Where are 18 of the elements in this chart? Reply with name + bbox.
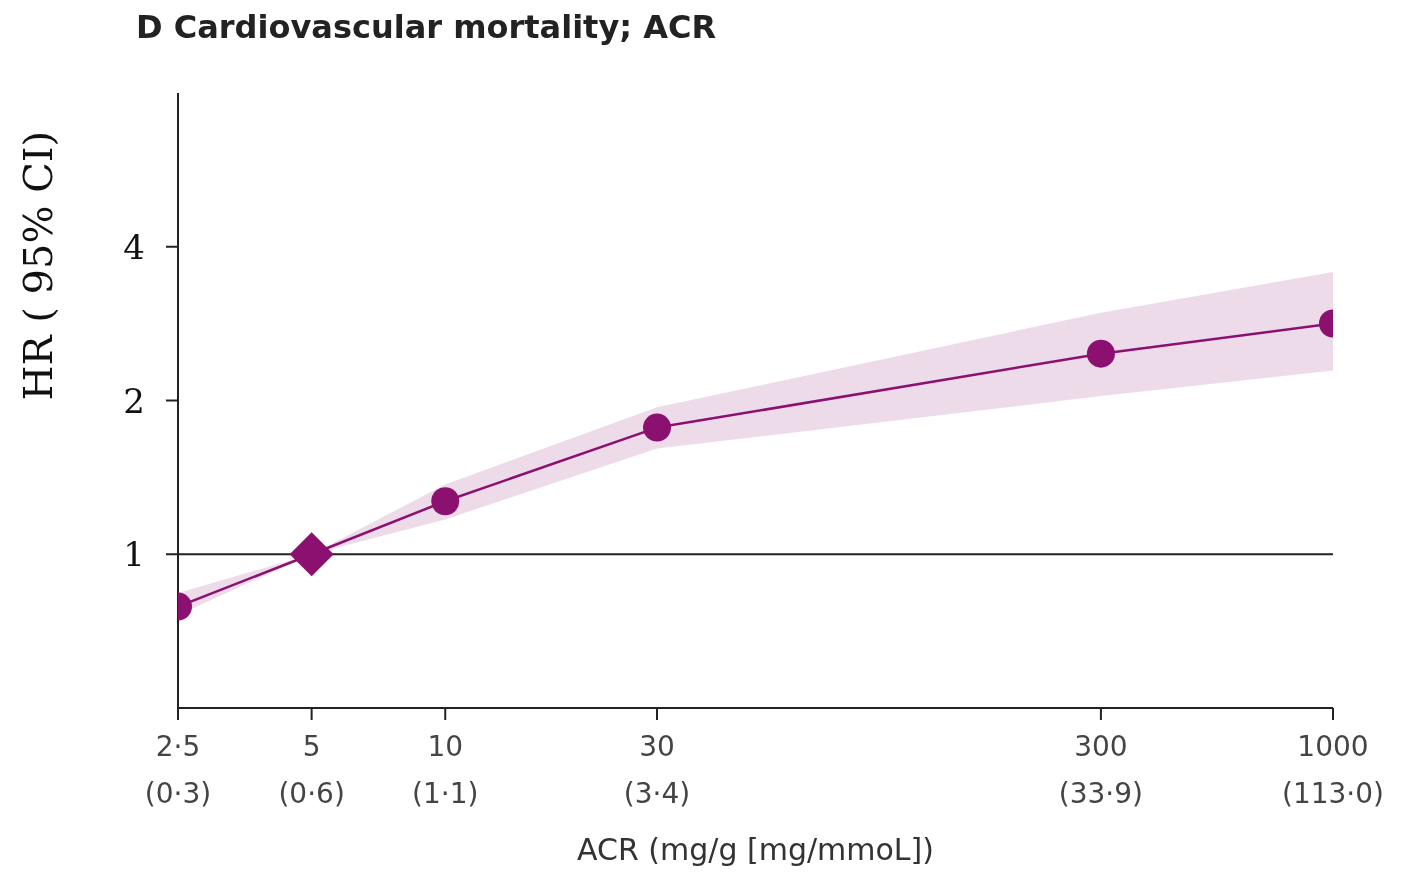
chart-title: D Cardiovascular mortality; ACR	[136, 8, 718, 48]
text: (113·0)	[1281, 777, 1385, 810]
text: (1·1)	[412, 777, 479, 810]
y-axis-title: HR ( 95% CI)	[15, 130, 62, 401]
x-tick-label: 5	[302, 730, 321, 763]
x-tick-label: 300	[1074, 730, 1128, 763]
y-tick-label: 1	[123, 534, 145, 575]
y-tick-label: 2	[123, 380, 145, 421]
y-tick-label: 4	[123, 226, 145, 267]
text: (0·6)	[278, 777, 345, 810]
x-axis-title: ACR (mg/g [mg/mmoL])	[577, 832, 934, 867]
x-tick-label: 30	[639, 730, 675, 763]
x-tick-label: 10	[427, 730, 464, 763]
text: (3·4)	[623, 777, 691, 810]
text: (33·9)	[1058, 777, 1144, 810]
x-tick-label: 2·5	[155, 730, 201, 763]
x-tick-label: 1000	[1297, 730, 1369, 763]
text: (0·3)	[144, 777, 212, 810]
